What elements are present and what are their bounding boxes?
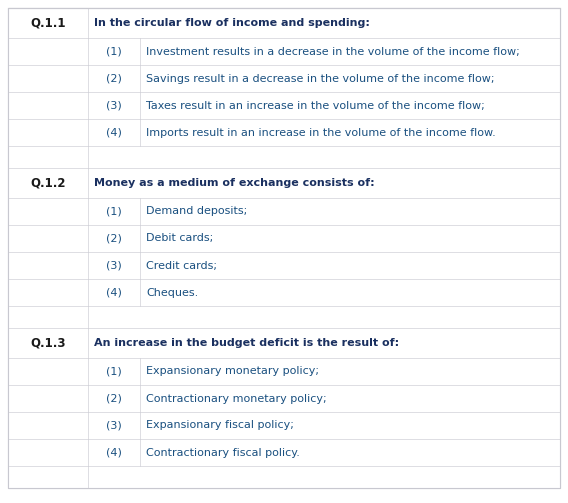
Bar — [8, 198, 560, 225]
Text: (1): (1) — [106, 367, 122, 377]
Text: Credit cards;: Credit cards; — [147, 261, 218, 271]
Text: In the circular flow of income and spending:: In the circular flow of income and spend… — [94, 18, 370, 28]
Text: (1): (1) — [106, 46, 122, 56]
Text: An increase in the budget deficit is the result of:: An increase in the budget deficit is the… — [94, 338, 399, 348]
Bar — [8, 168, 560, 198]
Bar — [8, 306, 560, 328]
Text: Demand deposits;: Demand deposits; — [147, 207, 248, 216]
Text: (1): (1) — [106, 207, 122, 216]
Text: (2): (2) — [106, 393, 122, 403]
Text: Expansionary monetary policy;: Expansionary monetary policy; — [147, 367, 319, 377]
Text: Savings result in a decrease in the volume of the income flow;: Savings result in a decrease in the volu… — [147, 73, 495, 83]
Text: Imports result in an increase in the volume of the income flow.: Imports result in an increase in the vol… — [147, 127, 496, 137]
Bar — [8, 358, 560, 385]
Text: Q.1.2: Q.1.2 — [30, 177, 66, 190]
Bar — [8, 385, 560, 412]
Text: (2): (2) — [106, 73, 122, 83]
Text: Investment results in a decrease in the volume of the income flow;: Investment results in a decrease in the … — [147, 46, 520, 56]
Text: Expansionary fiscal policy;: Expansionary fiscal policy; — [147, 421, 294, 431]
Text: Cheques.: Cheques. — [147, 288, 199, 297]
Bar — [8, 279, 560, 306]
Bar — [8, 225, 560, 252]
Text: Money as a medium of exchange consists of:: Money as a medium of exchange consists o… — [94, 178, 375, 188]
Bar — [8, 412, 560, 439]
Text: Debit cards;: Debit cards; — [147, 233, 214, 243]
Text: (2): (2) — [106, 233, 122, 243]
Bar — [8, 8, 560, 38]
Text: Q.1.3: Q.1.3 — [30, 337, 66, 350]
Bar — [8, 146, 560, 168]
Bar — [8, 252, 560, 279]
Text: Q.1.1: Q.1.1 — [30, 17, 66, 30]
Text: (3): (3) — [106, 421, 122, 431]
Text: Taxes result in an increase in the volume of the income flow;: Taxes result in an increase in the volum… — [147, 101, 485, 111]
Bar — [8, 92, 560, 119]
Text: (3): (3) — [106, 101, 122, 111]
Text: Contractionary fiscal policy.: Contractionary fiscal policy. — [147, 448, 300, 458]
Bar — [8, 38, 560, 65]
Text: (3): (3) — [106, 261, 122, 271]
Bar — [8, 65, 560, 92]
Bar — [8, 328, 560, 358]
Bar — [8, 439, 560, 466]
Bar — [8, 466, 560, 488]
Text: (4): (4) — [106, 288, 122, 297]
Text: (4): (4) — [106, 127, 122, 137]
Bar — [8, 119, 560, 146]
Text: Contractionary monetary policy;: Contractionary monetary policy; — [147, 393, 327, 403]
Text: (4): (4) — [106, 448, 122, 458]
